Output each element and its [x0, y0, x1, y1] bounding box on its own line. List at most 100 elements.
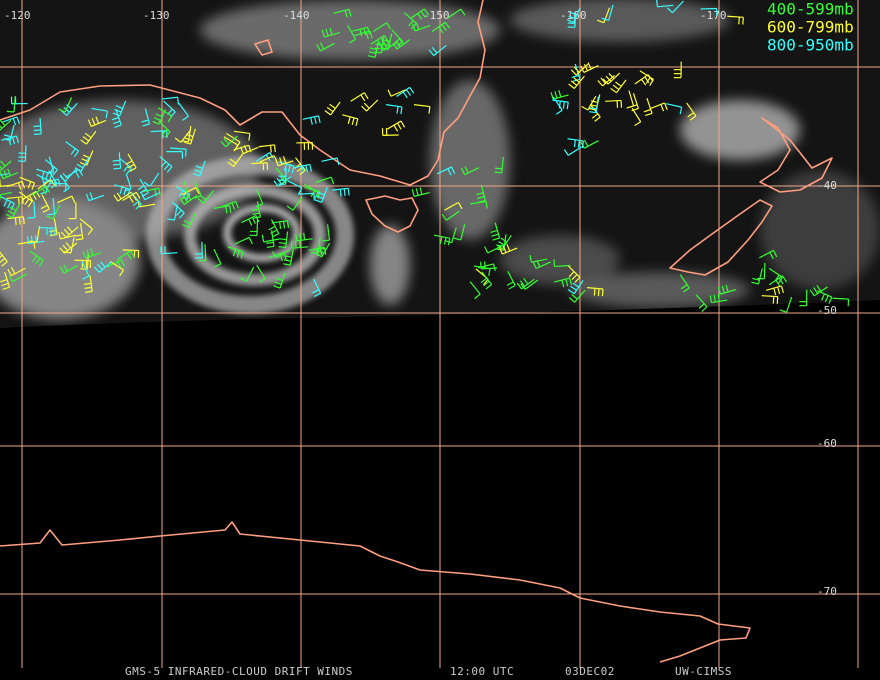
barb-line: [47, 198, 56, 216]
barb-line: [516, 277, 535, 290]
barb-line: [197, 190, 215, 204]
wind-barb: [666, 0, 684, 14]
barb-line: [431, 21, 450, 34]
wind-barb: [27, 201, 36, 219]
barb-line: [444, 201, 463, 211]
barb-line: [315, 176, 335, 185]
barb-line: [0, 195, 15, 211]
barb-line: [259, 155, 278, 163]
barb-line: [453, 224, 466, 241]
wind-barb: [516, 277, 535, 290]
barb-line: [143, 172, 160, 187]
wind-barb: [436, 166, 456, 176]
longitude-label: -140: [283, 9, 310, 22]
wind-barb: [68, 202, 77, 220]
barb-line: [239, 266, 255, 282]
wind-barb: [220, 200, 239, 210]
barb-line: [529, 254, 548, 263]
barb-line: [532, 259, 551, 269]
barb-line: [666, 0, 684, 14]
barb-line: [83, 275, 93, 293]
wind-barb: [181, 125, 192, 143]
wind-barb: [271, 249, 291, 259]
barb-line: [114, 184, 131, 197]
barb-line: [679, 274, 690, 293]
barb-line: [809, 284, 828, 297]
wind-barb: [634, 74, 653, 86]
wind-barb: [386, 120, 406, 132]
barb-line: [567, 265, 581, 283]
wind-barb: [59, 168, 77, 182]
wind-barb: [283, 249, 294, 266]
wind-barb: [0, 251, 8, 267]
wind-barb: [239, 266, 255, 282]
wind-barb: [441, 210, 460, 221]
wind-barb: [387, 89, 406, 97]
barb-line: [759, 249, 778, 259]
wind-barb: [93, 261, 112, 273]
barb-line: [444, 227, 457, 244]
barb-line: [568, 289, 586, 303]
barb-line: [490, 222, 501, 241]
wind-barb: [61, 102, 78, 116]
barb-line: [372, 22, 392, 32]
barb-line: [587, 287, 604, 297]
wind-barb: [122, 191, 141, 203]
wind-barb: [79, 218, 94, 235]
barb-line: [296, 141, 314, 150]
barb-line: [79, 218, 94, 235]
barb-line: [286, 196, 303, 211]
longitude-label: -130: [143, 9, 170, 22]
wind-barb: [567, 11, 577, 28]
barb-line: [601, 4, 614, 21]
legend-entry: 800-950mb: [767, 36, 854, 55]
wind-barb: [47, 198, 56, 216]
barb-line: [567, 11, 577, 28]
latitude-label: -60: [817, 437, 837, 450]
wind-barb: [433, 234, 451, 246]
coastline-island: [254, 39, 273, 56]
wind-barb: [352, 26, 371, 37]
wind-barb: [166, 150, 183, 159]
barb-line: [0, 251, 8, 267]
wind-barb: [321, 27, 340, 38]
barb-line: [391, 29, 403, 47]
wind-barb: [286, 196, 303, 211]
wind-barb: [7, 267, 26, 277]
coastline-australia: [0, 0, 486, 186]
barb-line: [159, 156, 173, 173]
wind-barb: [17, 240, 36, 249]
footer-title: GMS-5 INFRARED-CLOUD DRIFT WINDS: [125, 665, 353, 678]
wind-barb: [602, 72, 621, 85]
wind-barb: [82, 248, 101, 259]
barb-line: [567, 138, 584, 149]
wind-barb: [223, 136, 239, 152]
wind-barb: [75, 223, 84, 241]
wind-barb: [19, 176, 36, 190]
wind-barb: [532, 259, 551, 269]
wind-barb: [315, 176, 335, 185]
wind-barb: [233, 144, 252, 153]
wind-barb: [18, 145, 27, 162]
barb-line: [59, 174, 70, 193]
wind-barb: [152, 109, 166, 125]
barb-line: [113, 191, 132, 202]
barb-line: [302, 115, 321, 125]
barb-line: [18, 145, 27, 162]
wind-barb: [58, 231, 77, 240]
wind-barb: [315, 242, 331, 258]
wind-barb: [312, 278, 322, 298]
barb-line: [392, 38, 411, 50]
barb-line: [266, 230, 275, 248]
labels: 400-599mb 600-799mb 800-950mb GMS-5 INFR…: [125, 0, 854, 678]
barb-line: [181, 125, 192, 143]
wind-barb: [386, 104, 403, 115]
legend-entry: 400-599mb: [767, 0, 854, 19]
wind-barb: [5, 203, 21, 219]
barb-line: [410, 8, 429, 20]
barb-line: [0, 160, 12, 172]
wind-barb: [294, 163, 312, 174]
barb-line: [589, 96, 599, 114]
barb-line: [58, 231, 77, 240]
